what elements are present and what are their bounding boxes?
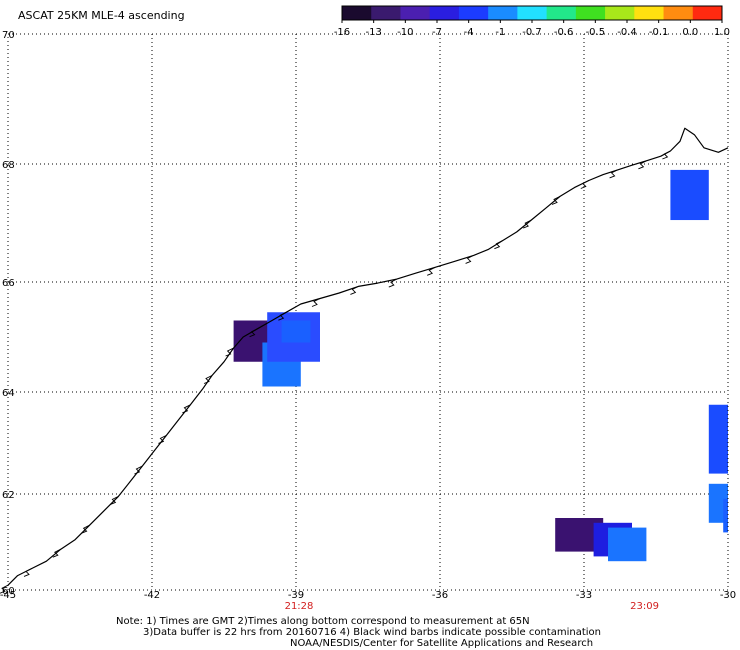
wind-cell: [708, 404, 728, 474]
fjord-detail: [0, 584, 9, 594]
colorbar-label: -0.4: [617, 27, 637, 38]
fjord-detail: [580, 180, 590, 189]
fjord-detail: [203, 375, 213, 384]
fjord-detail: [311, 298, 321, 307]
wind-cell: [670, 169, 709, 221]
colorbar-segment: [458, 6, 489, 20]
note-line-3: NOAA/NESDIS/Center for Satellite Applica…: [290, 638, 594, 649]
fjord-detail: [494, 240, 503, 250]
colorbar-label: -0.6: [554, 27, 574, 38]
lat-label: 62: [2, 490, 15, 501]
note-line-2: 3)Data buffer is 22 hrs from 20160716 4)…: [143, 627, 601, 638]
lat-label: 70: [2, 30, 15, 41]
colorbar-segment: [692, 6, 723, 20]
fjord-detail: [388, 278, 398, 288]
coastline-path: [7, 127, 729, 586]
colorbar-label: -4: [464, 27, 474, 38]
colorbar-label: -1: [495, 27, 505, 38]
map-title: ASCAT 25KM MLE-4 ascending: [18, 9, 185, 22]
colorbar-label: -7: [432, 27, 442, 38]
time-label: 21:28: [285, 601, 314, 612]
fjord-detail: [158, 434, 167, 444]
lat-label: 64: [2, 388, 15, 399]
colorbar-label: -16: [334, 27, 350, 38]
fjord-detail: [249, 328, 258, 338]
colorbar-label: -0.5: [586, 27, 606, 38]
wind-cell: [608, 527, 647, 562]
lat-label: 60: [2, 586, 15, 597]
latitude-labels: 70 68 66 64 62 60: [2, 30, 15, 597]
lon-label: -33: [576, 590, 592, 601]
coastline: [0, 127, 729, 594]
fjord-detail: [427, 266, 436, 276]
time-labels: 21:28 23:09: [285, 601, 659, 612]
colorbar-label: -13: [365, 27, 381, 38]
wind-cell: [723, 498, 728, 533]
graticule-grid: [8, 34, 728, 590]
frame-border: [7, 33, 729, 591]
colorbar-segment: [371, 6, 401, 20]
longitude-labels: -45 -42 -39 -36 -33 -30: [0, 590, 736, 601]
lon-label: -42: [144, 590, 160, 601]
colorbar-segment: [634, 6, 665, 20]
fjord-detail: [551, 195, 561, 205]
note-line-1: Note: 1) Times are GMT 2)Times along bot…: [116, 616, 530, 627]
colorbar-label: -0.7: [522, 27, 542, 38]
fjord-detail: [182, 404, 191, 414]
map-frame: [7, 33, 729, 591]
fjord-detail: [225, 347, 234, 357]
colorbar-label: -0.1: [649, 27, 669, 38]
lon-label: -30: [720, 590, 736, 601]
fjord-detail: [662, 150, 671, 160]
fjord-detail: [278, 311, 287, 321]
fjord-detail: [81, 524, 90, 534]
fjord-detail: [465, 254, 474, 264]
colorbar-segment: [546, 6, 577, 20]
lon-label: -45: [0, 590, 16, 601]
colorbar-label: 1.0: [714, 27, 730, 38]
time-label: 23:09: [630, 601, 659, 612]
lon-label: -39: [288, 590, 304, 601]
colorbar-label: 0.0: [682, 27, 698, 38]
colorbar-segment: [663, 6, 694, 20]
fjord-detail: [523, 219, 532, 229]
lat-label: 66: [2, 278, 15, 289]
colorbar-segment: [488, 6, 518, 20]
fjord-detail: [638, 160, 647, 170]
colorbar-segment: [575, 6, 606, 20]
colorbar-segment: [605, 6, 635, 20]
fjord-detail: [609, 169, 618, 179]
wind-data-cells: [233, 169, 728, 562]
colorbar-segment: [429, 6, 460, 20]
lat-label: 68: [2, 160, 15, 171]
colorbar-segment: [342, 6, 372, 20]
colorbar-labels: -16 -13 -10 -7 -4 -1 -0.7 -0.6 -0.5 -0.4 -0.1 0.0 1.…: [334, 27, 730, 38]
colorbar: [341, 5, 723, 23]
wind-cell: [281, 320, 311, 343]
fjord-detail: [134, 465, 143, 475]
fjord-detail: [350, 285, 359, 295]
fjord-detail: [52, 548, 62, 558]
fjord-detail: [23, 567, 33, 577]
colorbar-segment: [517, 6, 548, 20]
fjord-detail: [110, 495, 119, 505]
lon-label: -36: [432, 590, 448, 601]
colorbar-segment: [400, 6, 431, 20]
colorbar-label: -10: [397, 27, 413, 38]
